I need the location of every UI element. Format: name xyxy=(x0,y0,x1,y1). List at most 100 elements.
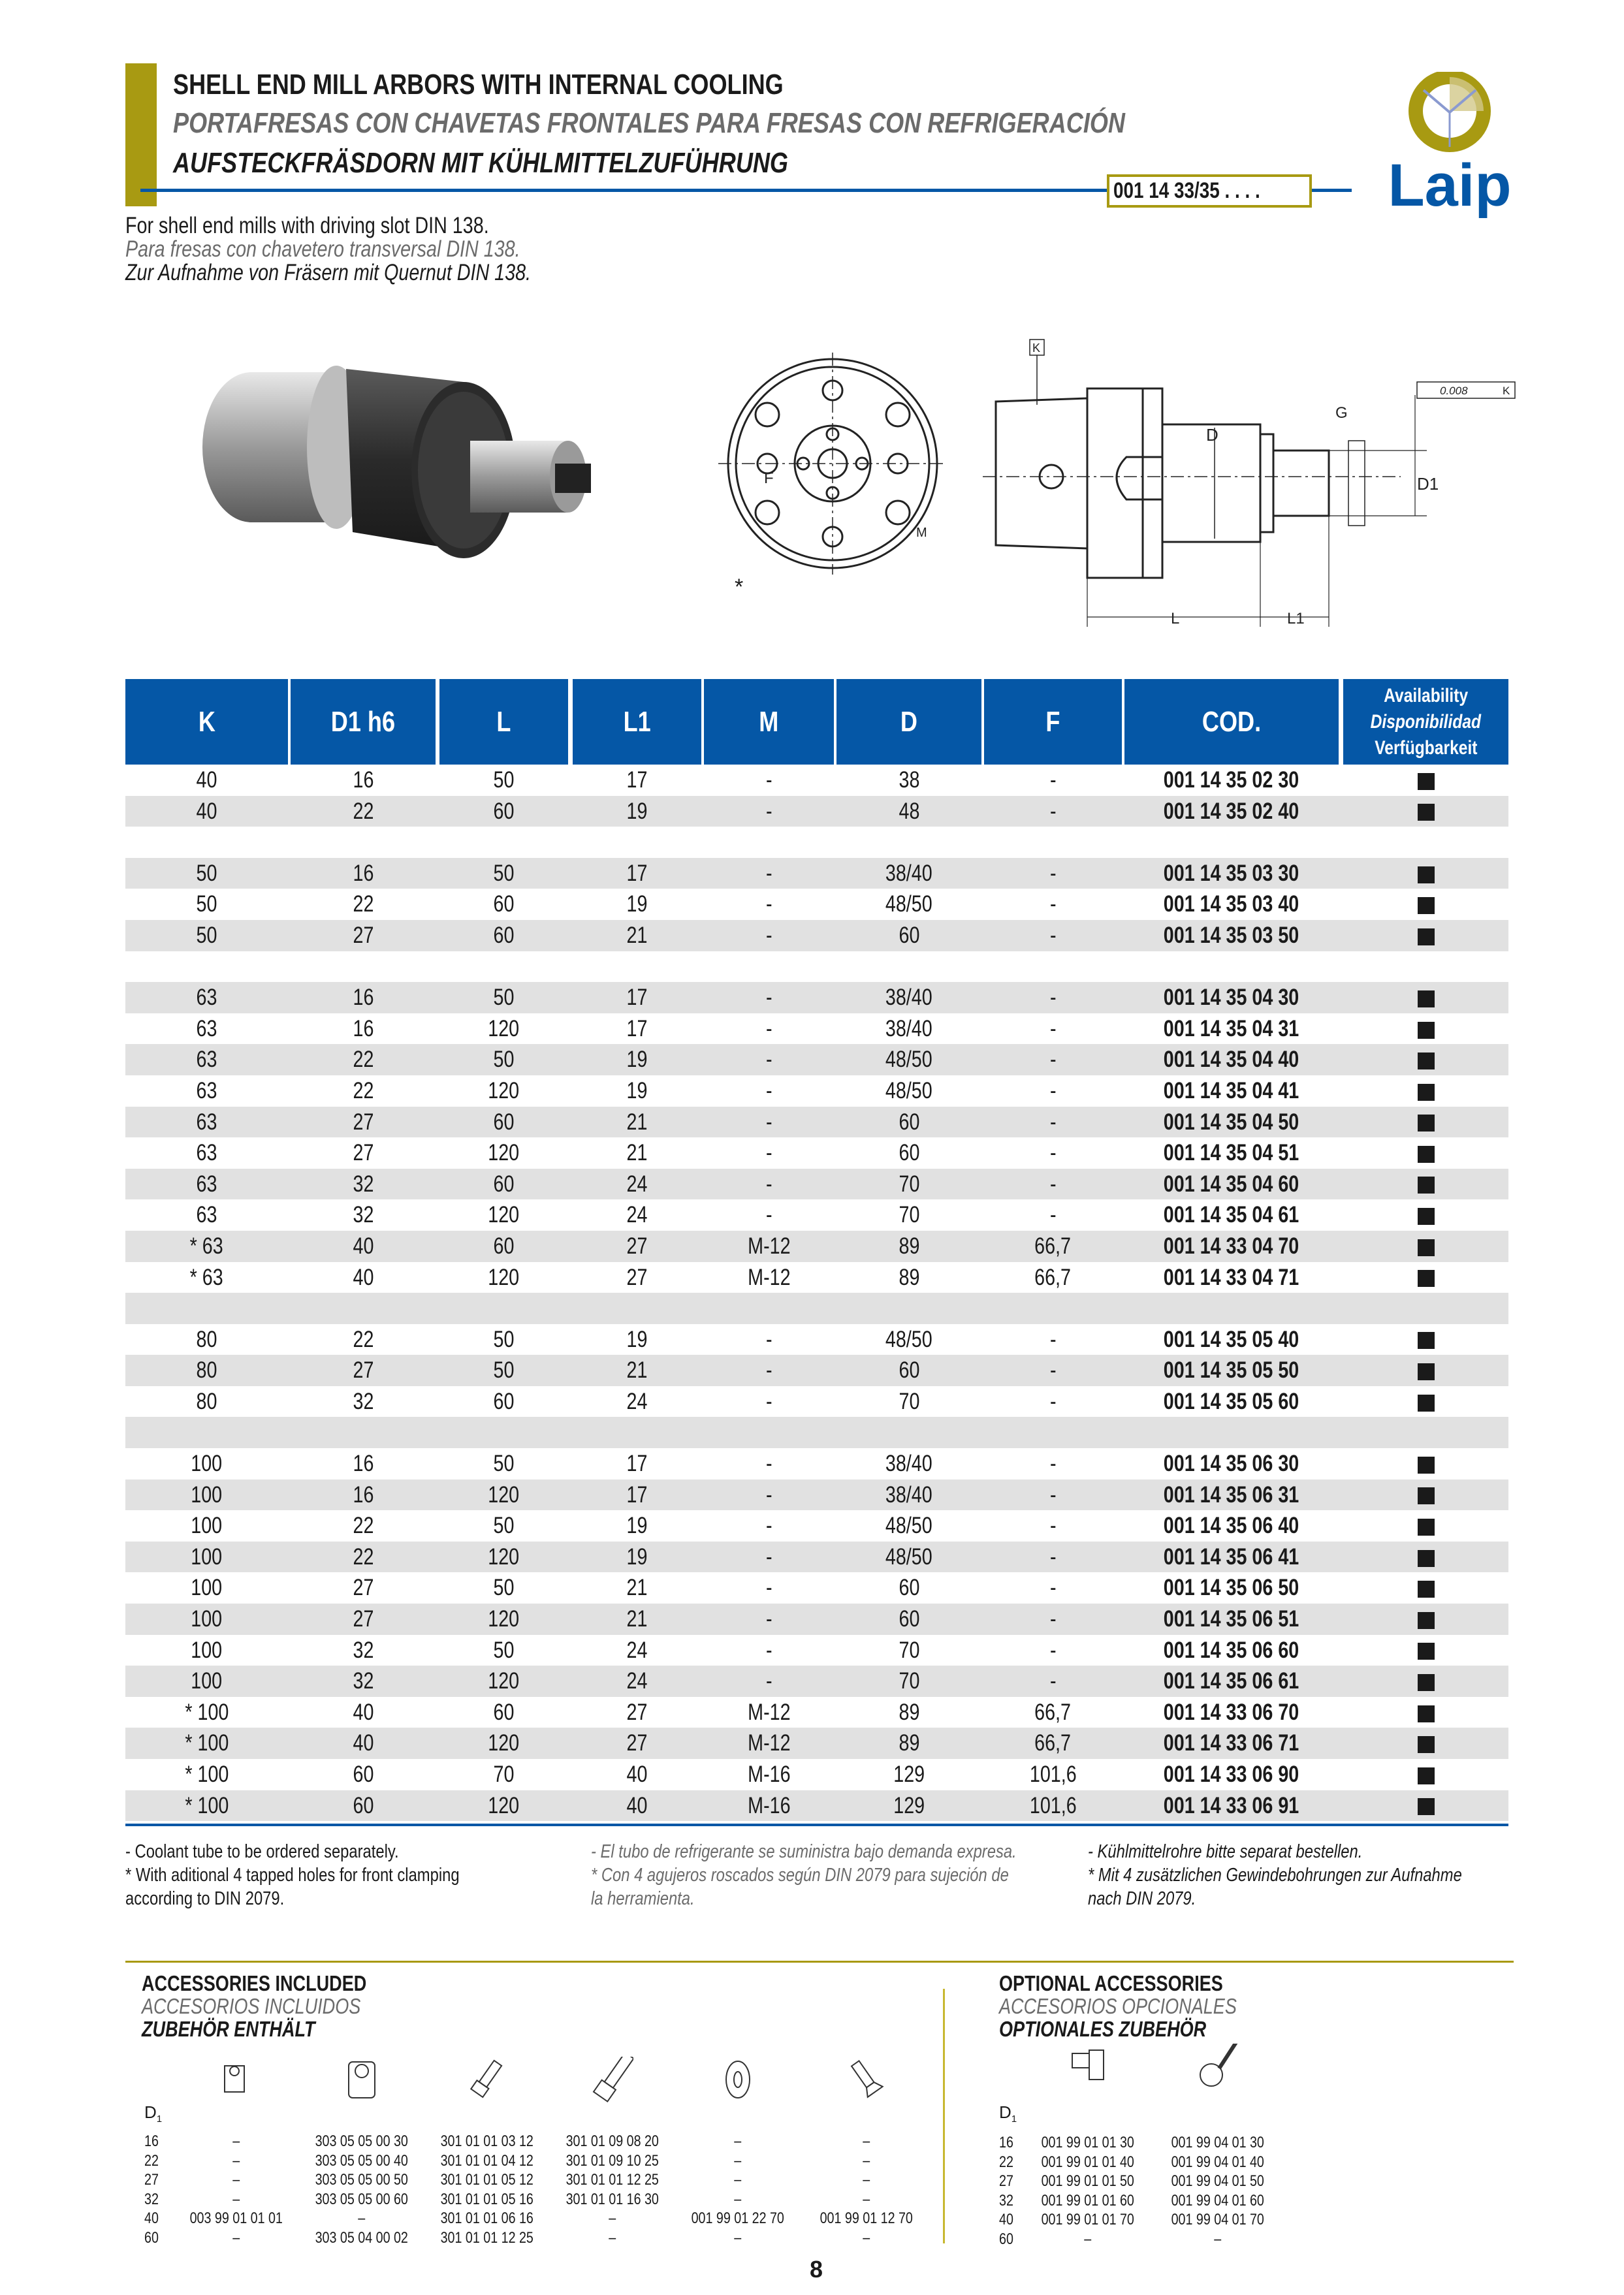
cell-value: 19 xyxy=(626,1326,648,1352)
cell-value: 001 14 35 05 50 xyxy=(1164,1357,1299,1384)
header-label: Availability xyxy=(1384,684,1468,706)
accessory-code: – xyxy=(1153,2230,1283,2249)
cell-value: * 100 xyxy=(184,1792,229,1818)
accessory-code-text: – xyxy=(734,2151,742,2170)
cell-k: 50 xyxy=(125,920,288,951)
header-availability: Availability Disponibilidad Verfügbarkeit xyxy=(1343,679,1508,765)
accessory-code-text: 001 99 01 01 60 xyxy=(1041,2191,1135,2209)
cell-d: 70 xyxy=(836,1199,981,1231)
d1-value-text: 27 xyxy=(144,2171,159,2189)
cell-value: 50 xyxy=(196,922,217,948)
cell-value: 16 xyxy=(353,860,374,886)
header-label: K xyxy=(198,705,215,738)
cell-value: 001 14 35 04 41 xyxy=(1164,1077,1299,1103)
table-body: 40 16 50 17 - 38 - 001 14 35 02 30 40 22 60 19 - 48 - 0… xyxy=(125,765,1508,1822)
cell-value: 22 xyxy=(353,1047,374,1073)
cell-k: 63 xyxy=(125,1075,288,1107)
cell-value: 120 xyxy=(488,1481,520,1508)
cell-value: 50 xyxy=(493,1575,515,1601)
cell-value: 89 xyxy=(899,1233,919,1259)
cell-value: 001 14 35 06 40 xyxy=(1164,1513,1299,1539)
cell-availability xyxy=(1343,1790,1508,1822)
cell-value: 22 xyxy=(353,1513,374,1539)
cell-value: 70 xyxy=(899,1388,919,1414)
cell-value: 48/50 xyxy=(885,1513,932,1539)
accent-bar xyxy=(125,63,157,206)
accessory-code: – xyxy=(171,2132,302,2151)
table-row: 100 27 120 21 - 60 - 001 14 35 06 51 xyxy=(125,1604,1508,1635)
washer-icon xyxy=(717,2057,759,2107)
accessory-code-text: 301 01 01 04 12 xyxy=(440,2151,534,2170)
available-icon xyxy=(1417,866,1435,883)
cell-value: 50 xyxy=(196,860,217,886)
label-k: K xyxy=(1032,341,1040,355)
cell-k: 80 xyxy=(125,1386,288,1417)
cell-m: - xyxy=(704,920,834,951)
cell-value: - xyxy=(765,1015,772,1041)
page-title-en: SHELL END MILL ARBORS WITH INTERNAL COOL… xyxy=(173,69,917,101)
cell-l: 50 xyxy=(439,765,568,796)
accessory-code-text: 001 99 01 01 30 xyxy=(1041,2134,1135,2151)
cell-value: 80 xyxy=(196,1357,217,1384)
cell-value: 001 14 35 06 50 xyxy=(1164,1575,1299,1601)
cell-value: - xyxy=(765,1109,772,1135)
accessory-code-text: – xyxy=(232,2190,240,2208)
accessory-code: 301 01 01 04 12 xyxy=(422,2152,552,2170)
cell-value: - xyxy=(765,922,772,948)
cell-value: 100 xyxy=(191,1606,223,1632)
title-line: OPTIONALES ZUBEHÖR xyxy=(999,2017,1207,2041)
d1-value-text: 60 xyxy=(999,2230,1013,2248)
cell-value: 120 xyxy=(488,1264,520,1290)
cell-value: 60 xyxy=(899,1575,919,1601)
cell-cod: 001 14 35 03 40 xyxy=(1124,889,1339,920)
table-spacer-row xyxy=(125,1293,1508,1324)
cell-cod: 001 14 35 04 31 xyxy=(1124,1013,1339,1045)
cell-availability xyxy=(1343,1107,1508,1138)
cell-d1: 16 xyxy=(291,1480,436,1511)
accessory-code-text: 303 05 05 00 50 xyxy=(315,2171,409,2189)
cell-m: - xyxy=(704,889,834,920)
intro-text: For shell end mills with driving slot DI… xyxy=(125,213,489,238)
cell-d: 129 xyxy=(836,1759,981,1790)
cell-value: 40 xyxy=(626,1762,648,1787)
cell-value: 50 xyxy=(493,1357,515,1384)
intro-es: Para fresas con chavetero transversal DI… xyxy=(125,236,607,262)
cell-d: 38/40 xyxy=(836,982,981,1013)
cell-cod: 001 14 35 04 60 xyxy=(1124,1169,1339,1200)
cell-value: 001 14 35 04 31 xyxy=(1164,1015,1299,1041)
available-icon xyxy=(1417,1487,1435,1505)
accessory-code: – xyxy=(673,2229,803,2247)
accessory-code: 001 99 04 01 30 xyxy=(1153,2134,1283,2152)
cell-value: 100 xyxy=(191,1668,223,1694)
cell-value: - xyxy=(765,1575,772,1601)
cell-value: - xyxy=(765,1513,772,1539)
cell-l1: 24 xyxy=(573,1635,701,1666)
cell-f: - xyxy=(984,1199,1122,1231)
cell-m: - xyxy=(704,1199,834,1231)
table-bottom-rule xyxy=(125,1824,1508,1826)
cell-value: - xyxy=(765,1388,772,1414)
cell-d: 38/40 xyxy=(836,1013,981,1045)
table-row: 100 32 50 24 - 70 - 001 14 35 06 60 xyxy=(125,1635,1508,1666)
cell-availability xyxy=(1343,765,1508,796)
cell-value: 50 xyxy=(493,767,515,793)
cell-availability xyxy=(1343,1044,1508,1075)
accessory-code-text: – xyxy=(232,2171,240,2189)
cell-k: * 100 xyxy=(125,1697,288,1728)
cell-k: * 100 xyxy=(125,1759,288,1790)
cell-value: 100 xyxy=(191,1543,223,1570)
accessory-code: 001 99 01 01 50 xyxy=(1023,2172,1153,2191)
product-code: 001 14 33/35 . . . . xyxy=(1113,178,1260,203)
cell-value: 60 xyxy=(899,1606,919,1632)
cell-d: 89 xyxy=(836,1231,981,1262)
available-icon xyxy=(1417,1581,1435,1598)
cell-l1: 17 xyxy=(573,1480,701,1511)
cell-value: 80 xyxy=(196,1326,217,1352)
cell-value: 001 14 35 04 40 xyxy=(1164,1047,1299,1073)
cell-value: - xyxy=(765,891,772,917)
cell-value: 70 xyxy=(899,1171,919,1197)
d1-value-text: 16 xyxy=(999,2134,1013,2151)
accessory-code-text: 301 01 01 05 16 xyxy=(440,2190,534,2208)
accessory-code-text: – xyxy=(232,2228,240,2247)
cell-value: 001 14 35 06 60 xyxy=(1164,1637,1299,1663)
